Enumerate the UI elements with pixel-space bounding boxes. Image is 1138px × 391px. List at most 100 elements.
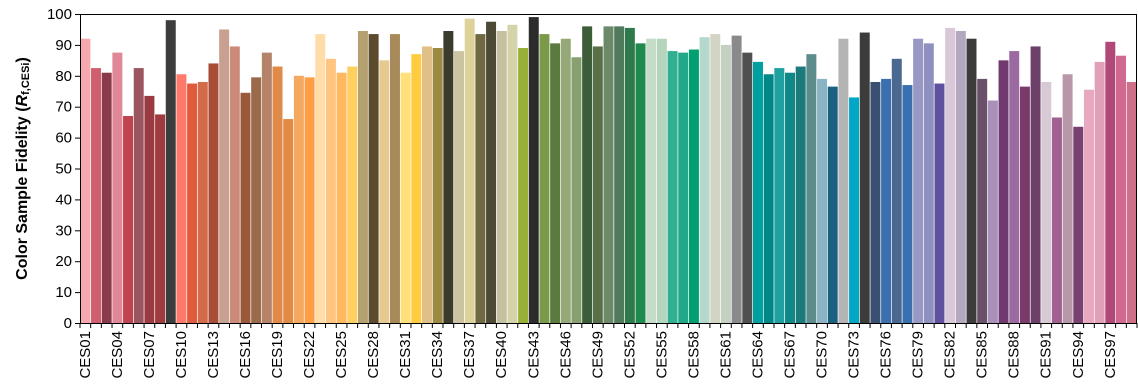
x-tick-label: CES40 xyxy=(493,331,510,379)
bar-ces37 xyxy=(464,18,475,323)
bar-ces40 xyxy=(496,31,507,323)
x-axis: CES01 CES04 CES07 CES10 CES13 CES16 CES19 CES22… xyxy=(77,323,1138,379)
y-tick-label: 40 xyxy=(55,191,72,208)
bar-ces97 xyxy=(1105,41,1116,324)
bar-ces38 xyxy=(475,34,486,323)
bar-ces92 xyxy=(1051,117,1062,323)
plot-frame xyxy=(80,14,1137,324)
bar-ces50 xyxy=(603,26,614,324)
bars xyxy=(80,17,1137,324)
x-tick-label: CES64 xyxy=(749,331,766,379)
x-tick-label: CES97 xyxy=(1102,331,1119,379)
x-tick-label: CES22 xyxy=(301,331,318,379)
bar-ces59 xyxy=(699,37,710,324)
bar-ces34 xyxy=(432,47,443,324)
bar-ces08 xyxy=(155,114,166,323)
x-tick-label: CES46 xyxy=(557,331,574,379)
bar-ces88 xyxy=(1009,51,1020,323)
bar-ces17 xyxy=(251,77,262,323)
x-tick-label: CES31 xyxy=(397,331,414,379)
x-tick-label: CES55 xyxy=(653,331,670,379)
y-tick-label: 50 xyxy=(55,161,72,178)
bar-ces72 xyxy=(838,38,849,323)
bar-ces03 xyxy=(101,72,112,324)
bar-ces98 xyxy=(1116,55,1126,324)
x-tick-label: CES13 xyxy=(205,331,222,379)
x-tick-label: CES37 xyxy=(461,331,478,379)
bar-ces56 xyxy=(667,51,678,323)
bar-ces69 xyxy=(806,54,817,324)
bar-ces54 xyxy=(646,38,657,323)
x-tick-label: CES07 xyxy=(141,331,158,379)
x-tick-label: CES34 xyxy=(429,331,446,379)
bar-ces13 xyxy=(208,63,219,323)
bar-ces21 xyxy=(293,75,304,323)
bar-ces46 xyxy=(560,38,571,323)
bar-ces43 xyxy=(528,17,539,324)
x-tick-label: CES49 xyxy=(589,331,606,379)
x-tick-label: CES01 xyxy=(77,331,94,379)
bar-ces28 xyxy=(368,34,379,323)
y-tick-label: 80 xyxy=(55,68,72,85)
bar-ces81 xyxy=(934,83,945,323)
bar-ces64 xyxy=(752,61,763,323)
bar-ces76 xyxy=(881,78,892,323)
bar-ces24 xyxy=(325,58,336,324)
bar-ces57 xyxy=(678,52,689,324)
bar-ces09 xyxy=(165,20,176,324)
y-axis-title: Color Sample Fidelity (Rf,CESi) xyxy=(14,57,33,280)
x-tick-label: CES61 xyxy=(717,331,734,379)
x-tick-label: CES16 xyxy=(237,331,254,379)
y-tick-label: 30 xyxy=(55,222,72,239)
y-axis-title-text: Color Sample Fidelity (Rf,CESi) xyxy=(14,57,33,280)
y-tick-label: 70 xyxy=(55,99,72,116)
bar-ces49 xyxy=(592,46,603,323)
bar-ces95 xyxy=(1083,89,1094,324)
bar-ces32 xyxy=(411,54,422,324)
bar-ces66 xyxy=(774,68,785,323)
bar-ces42 xyxy=(518,47,529,324)
bar-ces33 xyxy=(422,46,432,323)
x-tick-label: CES04 xyxy=(109,331,126,379)
x-tick-label: CES67 xyxy=(782,331,799,379)
x-tick-label: CES58 xyxy=(685,331,702,379)
bar-ces22 xyxy=(304,77,315,323)
bar-ces35 xyxy=(443,31,454,323)
y-axis: 0 10 20 30 40 50 60 70 80 90 100 xyxy=(47,6,80,332)
x-tick-label: CES73 xyxy=(846,331,863,379)
x-tick-label: CES70 xyxy=(814,331,831,379)
bar-ces90 xyxy=(1030,46,1041,323)
x-tick-label: CES25 xyxy=(333,331,350,379)
bar-ces70 xyxy=(817,78,828,323)
y-tick-label: 10 xyxy=(55,284,72,301)
bar-ces80 xyxy=(923,43,934,324)
bar-ces29 xyxy=(379,60,390,323)
bar-ces31 xyxy=(400,72,411,324)
bar-ces20 xyxy=(283,119,294,323)
bar-ces02 xyxy=(91,68,102,323)
bar-ces04 xyxy=(112,52,123,324)
bar-ces44 xyxy=(539,34,550,323)
bar-ces87 xyxy=(998,60,1009,323)
y-tick-label: 20 xyxy=(55,253,72,270)
bar-ces18 xyxy=(261,52,272,324)
bar-ces12 xyxy=(197,81,208,323)
bar-ces16 xyxy=(240,92,251,323)
bar-ces60 xyxy=(710,34,721,323)
bar-ces77 xyxy=(891,58,902,324)
y-tick-label: 0 xyxy=(64,315,72,332)
bar-ces93 xyxy=(1062,74,1073,323)
bar-ces91 xyxy=(1041,81,1052,323)
bar-ces45 xyxy=(550,43,561,324)
bar-ces74 xyxy=(859,32,870,323)
bar-ces83 xyxy=(955,31,966,323)
x-tick-label: CES94 xyxy=(1070,331,1087,379)
bar-ces65 xyxy=(763,74,774,323)
bar-ces61 xyxy=(720,44,731,324)
x-tick-label: CES43 xyxy=(525,331,542,379)
x-tick-label: CES28 xyxy=(365,331,382,379)
bar-ces07 xyxy=(144,95,155,323)
bar-ces85 xyxy=(977,78,988,323)
bar-ces96 xyxy=(1094,61,1105,323)
bar-ces11 xyxy=(187,83,198,323)
